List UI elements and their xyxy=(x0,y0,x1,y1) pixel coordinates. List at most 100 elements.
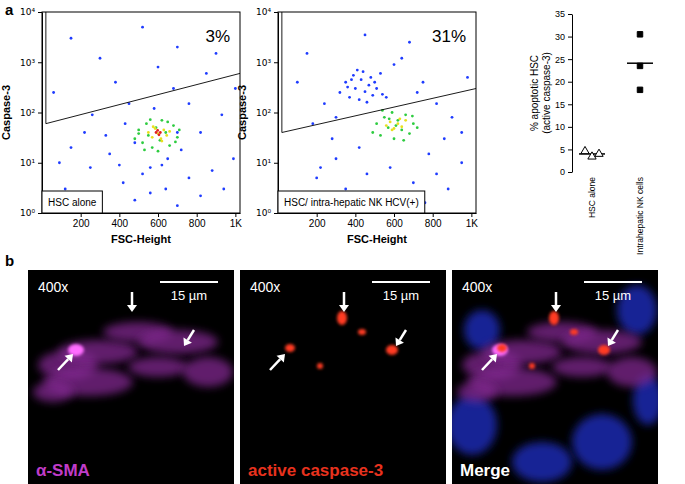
data-point xyxy=(162,129,165,132)
data-point xyxy=(108,153,111,156)
x-tick-label: 800 xyxy=(425,218,442,229)
micrograph-background xyxy=(28,270,234,484)
sma-stain xyxy=(492,344,508,356)
x-tick-label: 400 xyxy=(348,218,365,229)
data-point xyxy=(141,172,144,175)
data-point xyxy=(371,94,374,97)
plot-frame xyxy=(42,12,240,213)
arrow-shaft xyxy=(612,330,618,340)
y-tick-mark xyxy=(568,82,572,83)
data-point xyxy=(188,102,191,105)
plot-area xyxy=(579,32,653,159)
data-point xyxy=(335,116,338,119)
caspase-stain xyxy=(497,344,507,352)
data-point xyxy=(451,116,454,119)
data-point xyxy=(160,164,163,167)
y-axis: 10⁰10¹10²10³10⁴ xyxy=(256,7,279,218)
gate-line xyxy=(46,12,240,124)
arrow-head xyxy=(607,337,615,346)
data-point xyxy=(460,131,463,134)
y-tick-mark xyxy=(274,62,278,63)
data-point xyxy=(364,34,367,37)
point-series xyxy=(52,26,237,207)
sma-stain xyxy=(128,357,188,377)
gate-percentage: 3% xyxy=(205,27,230,46)
sample-label-text: HSC/ intra-hepatic NK HCV(+) xyxy=(284,197,419,208)
data-point xyxy=(466,76,469,79)
gate-line xyxy=(282,12,476,132)
y-tick-mark xyxy=(38,12,42,13)
y-tick-label: 5 xyxy=(560,145,565,155)
arrow-head xyxy=(183,337,191,346)
data-point xyxy=(408,132,411,135)
y-axis-title: Caspase-3 xyxy=(236,85,248,140)
scale-bar xyxy=(160,281,218,283)
y-tick-mark xyxy=(568,37,572,38)
data-point xyxy=(149,118,152,121)
data-point xyxy=(133,141,136,144)
data-point xyxy=(435,172,438,175)
data-point xyxy=(404,119,407,122)
data-point xyxy=(389,166,392,169)
micrograph-content xyxy=(452,270,658,484)
y-axis-title: Caspase-3 xyxy=(0,85,12,140)
arrow-head xyxy=(339,305,349,312)
data-point xyxy=(168,130,171,133)
x-tick: 600 xyxy=(150,213,167,229)
data-point xyxy=(124,122,127,125)
data-point xyxy=(402,139,405,142)
y-tick-label: 10² xyxy=(256,108,271,118)
caspase-stain xyxy=(386,345,398,355)
gate-percentage: 31% xyxy=(432,27,466,46)
data-point xyxy=(70,37,73,40)
sample-label-box xyxy=(42,191,102,213)
data-point xyxy=(381,93,384,96)
x-tick-mark xyxy=(471,213,472,217)
x-tick-mark xyxy=(394,213,395,217)
arrow-shaft xyxy=(131,292,134,305)
x-tick-mark xyxy=(235,213,236,217)
sma-stain xyxy=(183,357,233,387)
data-point xyxy=(637,63,642,68)
y-tick-mark xyxy=(274,12,278,13)
sample-label: HSC/ intra-hepatic NK HCV(+) xyxy=(278,191,425,213)
data-point xyxy=(393,63,396,66)
data-point xyxy=(311,122,314,125)
x-tick: 1K xyxy=(466,213,479,229)
data-point xyxy=(595,149,603,156)
y-tick-label: 10⁴ xyxy=(256,7,271,17)
y-tick-mark xyxy=(568,127,572,128)
y-tick-label: 35 xyxy=(555,9,565,19)
data-point xyxy=(369,76,372,79)
y-axis-line xyxy=(572,15,573,173)
data-point xyxy=(346,86,349,89)
data-point xyxy=(412,122,415,125)
data-point xyxy=(400,129,403,132)
arrow-shaft xyxy=(188,330,194,340)
data-point xyxy=(358,146,361,149)
plot-frame xyxy=(278,12,476,213)
data-point xyxy=(354,87,357,90)
dot-chart: 05101520253035HSC aloneIntrahepatic NK c… xyxy=(529,9,653,255)
data-point xyxy=(152,125,155,128)
x-tick-mark xyxy=(197,213,198,217)
y-tick-mark xyxy=(38,163,42,164)
data-point xyxy=(371,131,374,134)
x-tick: 400 xyxy=(348,213,365,229)
y-tick-label: 10³ xyxy=(256,58,271,68)
x-tick-label: 1K xyxy=(466,218,479,229)
x-tick: 600 xyxy=(386,213,403,229)
arrow-head xyxy=(277,354,285,363)
data-point xyxy=(99,57,102,60)
x-tick-label: HSC alone xyxy=(587,177,597,218)
sma-stain xyxy=(138,330,218,354)
data-point xyxy=(145,122,148,125)
data-point xyxy=(637,87,642,92)
y-tick-mark xyxy=(38,213,42,214)
y-axis: 10⁰10¹10²10³10⁴ xyxy=(20,7,43,218)
data-point xyxy=(172,87,175,90)
data-point xyxy=(118,164,121,167)
data-point xyxy=(364,90,367,93)
data-point xyxy=(156,129,159,132)
y-axis-line xyxy=(278,13,279,214)
